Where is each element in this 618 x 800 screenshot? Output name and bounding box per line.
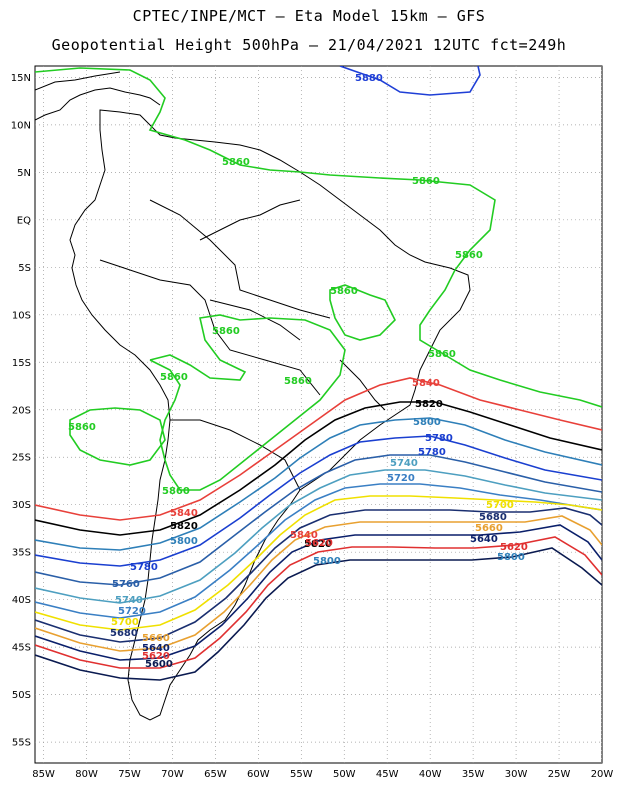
lon-tick-label: 30W bbox=[505, 769, 528, 780]
label-5740-a: 5740 bbox=[390, 458, 418, 469]
lat-tick-label: 10S bbox=[12, 310, 31, 321]
contour-5880 bbox=[339, 66, 481, 96]
label-5660-b: 5660 bbox=[142, 633, 170, 644]
contour-5720 bbox=[35, 483, 602, 619]
label-5840-b: 5840 bbox=[170, 508, 198, 519]
lon-tick-label: 65W bbox=[204, 769, 227, 780]
lat-tick-label: 5S bbox=[18, 263, 31, 274]
label-5840-c: 5840 bbox=[290, 530, 318, 541]
label-5780-b: 5780 bbox=[130, 562, 158, 573]
label-5860-c: 5860 bbox=[455, 250, 483, 261]
chart-title-line1: CPTEC/INPE/MCT – Eta Model 15km – GFS bbox=[132, 7, 486, 25]
label-5860-a: 5860 bbox=[222, 157, 250, 168]
lat-tick-label: 10N bbox=[11, 120, 31, 131]
lat-tick-label: 55S bbox=[12, 738, 31, 749]
label-5860-j: 5860 bbox=[162, 486, 190, 497]
contour-5860-west bbox=[69, 407, 166, 466]
label-5840-a: 5840 bbox=[412, 378, 440, 389]
label-5880: 5880 bbox=[355, 73, 383, 84]
contour-5860-north bbox=[35, 67, 602, 408]
contour-5640 bbox=[35, 524, 602, 661]
lon-tick-label: 20W bbox=[591, 769, 614, 780]
lat-tick-label: EQ bbox=[17, 215, 31, 226]
lon-tick-label: 60W bbox=[247, 769, 270, 780]
label-5720-b: 5720 bbox=[118, 606, 146, 617]
map-frame bbox=[34, 65, 603, 764]
lon-tick-label: 50W bbox=[333, 769, 356, 780]
label-5720-a: 5720 bbox=[387, 473, 415, 484]
label-5860-d: 5860 bbox=[330, 286, 358, 297]
lat-tick-label: 5N bbox=[17, 168, 31, 179]
lat-tick-label: 20S bbox=[12, 405, 31, 416]
latitude-labels: 15N 10N 5N EQ 5S 10S 15S 20S 25S 30S 35S 40S 45S 50S 5… bbox=[11, 73, 31, 749]
label-5820-c: 5820 bbox=[304, 539, 332, 550]
lon-tick-label: 85W bbox=[32, 769, 55, 780]
label-5820-b: 5820 bbox=[170, 521, 198, 532]
label-5640-a: 5640 bbox=[470, 534, 498, 545]
contour-5760 bbox=[35, 454, 602, 586]
label-5800-b: 5800 bbox=[170, 536, 198, 547]
label-5740-b: 5740 bbox=[115, 595, 143, 606]
contour-5860-interior bbox=[329, 284, 396, 341]
lat-tick-label: 25S bbox=[12, 453, 31, 464]
lon-tick-label: 35W bbox=[462, 769, 485, 780]
lon-tick-label: 55W bbox=[290, 769, 313, 780]
label-5800-c: 5800 bbox=[313, 556, 341, 567]
lon-tick-label: 80W bbox=[75, 769, 98, 780]
lat-tick-label: 50S bbox=[12, 690, 31, 701]
contour-5780 bbox=[35, 435, 602, 567]
lon-tick-label: 45W bbox=[376, 769, 399, 780]
contour-5840 bbox=[35, 377, 602, 521]
label-5860-h: 5860 bbox=[284, 376, 312, 387]
contour-5860-central bbox=[149, 314, 346, 491]
label-5620-b: 5620 bbox=[142, 651, 170, 662]
label-5860-i: 5860 bbox=[68, 422, 96, 433]
lat-tick-label: 30S bbox=[12, 500, 31, 511]
contour-5740 bbox=[35, 469, 602, 604]
contour-5620 bbox=[35, 536, 602, 669]
lat-lon-grid bbox=[35, 66, 602, 763]
label-5620-c: 5620 bbox=[305, 538, 333, 549]
lon-tick-label: 75W bbox=[118, 769, 141, 780]
label-5680-a: 5680 bbox=[479, 512, 507, 523]
label-5760: 5760 bbox=[112, 579, 140, 590]
lon-tick-label: 70W bbox=[161, 769, 184, 780]
lon-tick-label: 40W bbox=[419, 769, 442, 780]
lat-tick-label: 15S bbox=[12, 358, 31, 369]
label-5780-a: 5780 bbox=[425, 433, 453, 444]
lat-tick-label: 15N bbox=[11, 73, 31, 84]
contour-5800 bbox=[35, 417, 602, 551]
contour-5660 bbox=[35, 515, 602, 652]
label-5820-a: 5820 bbox=[415, 399, 443, 410]
label-5620-a: 5620 bbox=[500, 542, 528, 553]
label-5800-d: 5800 bbox=[497, 552, 525, 563]
contour-5820 bbox=[35, 401, 602, 536]
label-5780-c: 5780 bbox=[418, 447, 446, 458]
label-5800-a: 5800 bbox=[413, 417, 441, 428]
label-5860-b: 5860 bbox=[412, 176, 440, 187]
longitude-labels: 85W 80W 75W 70W 65W 60W 55W 50W 45W 40W 35W 30W 25W 2… bbox=[32, 769, 613, 780]
label-5700-a: 5700 bbox=[486, 500, 514, 511]
contour-5700 bbox=[35, 495, 602, 631]
label-5640-b: 5640 bbox=[142, 643, 170, 654]
lon-tick-label: 25W bbox=[548, 769, 571, 780]
label-5680-b: 5680 bbox=[110, 628, 138, 639]
contour-5600 bbox=[35, 547, 602, 681]
lat-tick-label: 45S bbox=[12, 643, 31, 654]
contour-5680 bbox=[35, 507, 602, 643]
label-5660-a: 5660 bbox=[475, 523, 503, 534]
chart-title-line2: Geopotential Height 500hPa – 21/04/2021 … bbox=[51, 36, 567, 54]
lat-tick-label: 40S bbox=[12, 595, 31, 606]
label-5860-f: 5860 bbox=[428, 349, 456, 360]
label-5860-g: 5860 bbox=[160, 372, 188, 383]
lat-tick-label: 35S bbox=[12, 548, 31, 559]
label-5700-b: 5700 bbox=[111, 617, 139, 628]
label-5860-e: 5860 bbox=[212, 326, 240, 337]
label-5600-a: 5600 bbox=[145, 659, 173, 670]
